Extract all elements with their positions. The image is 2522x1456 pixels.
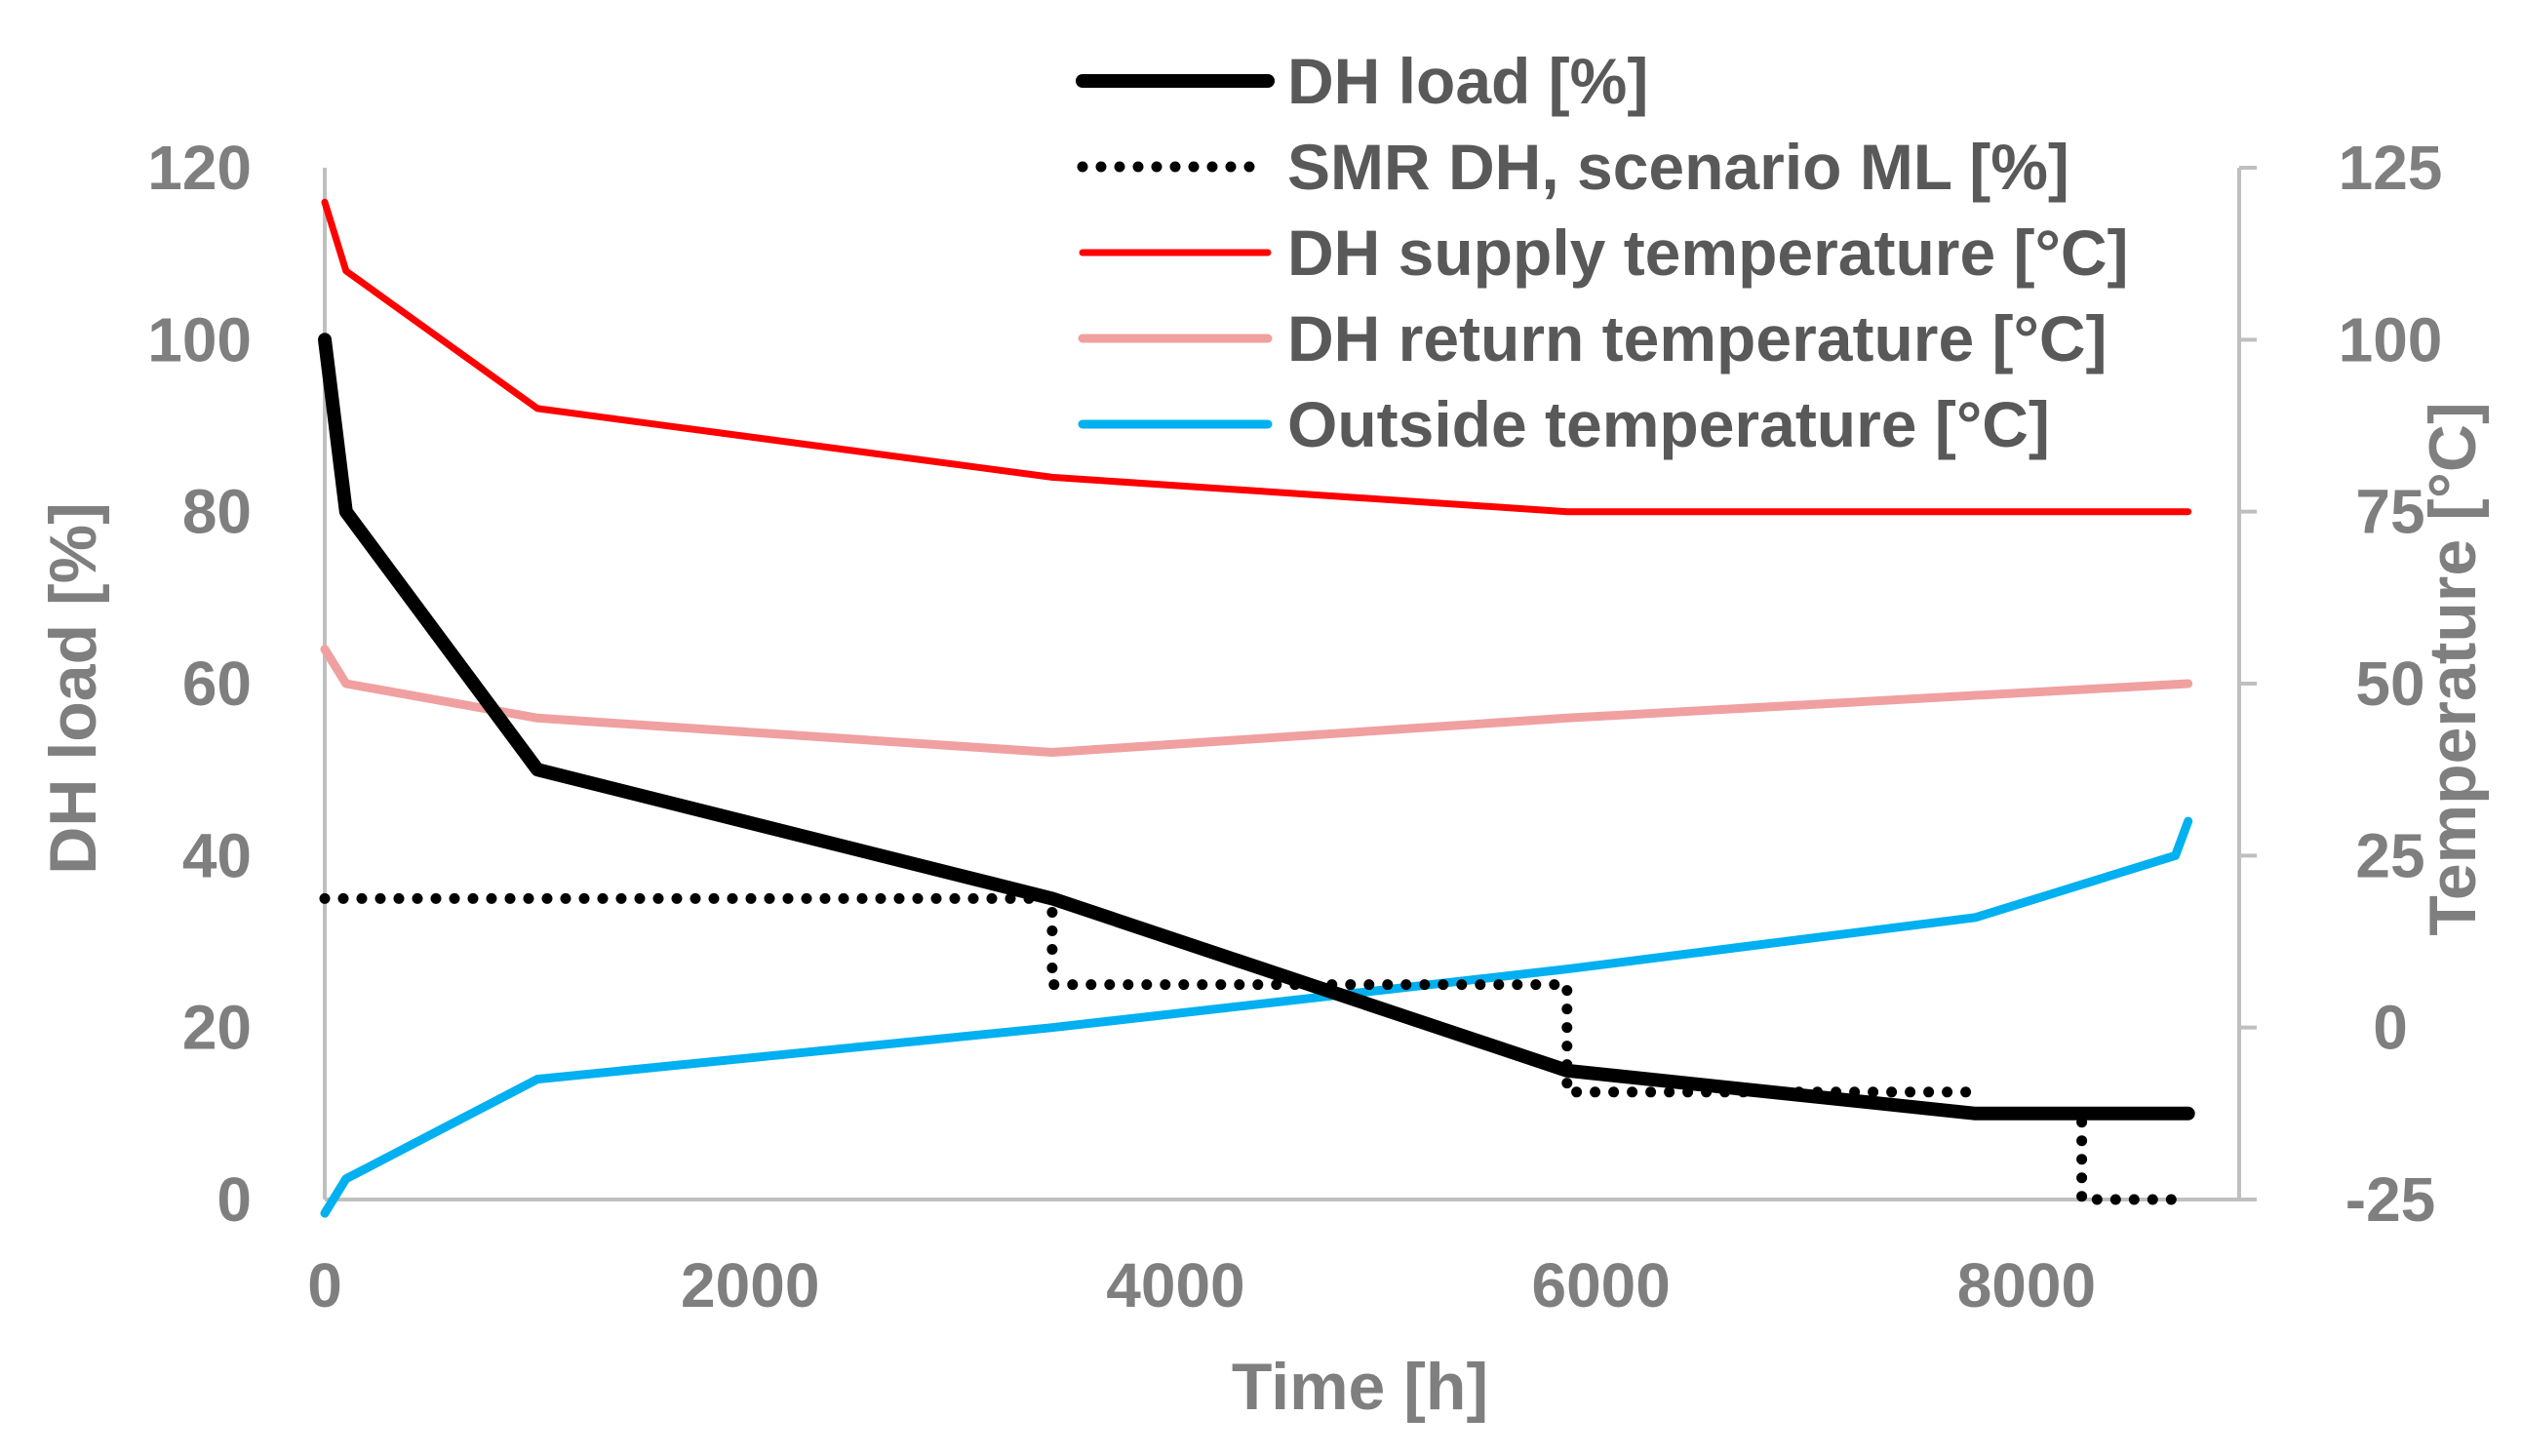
legend: DH load [%] SMR DH, scenario ML [%] DH sup… [1076, 45, 2129, 460]
y-tick-label: 0 [217, 1164, 252, 1235]
legend-label-4: Outside temperature [°C] [1287, 388, 2050, 460]
y2-tick-label: 75 [2355, 477, 2424, 547]
x-tick-label: 4000 [1106, 1250, 1244, 1320]
legend-label-3: DH return temperature [°C] [1287, 302, 2108, 374]
y-tick-label: 80 [182, 477, 252, 547]
y2-tick-label: -25 [2345, 1164, 2436, 1235]
y2-tick-label: 100 [2339, 304, 2443, 374]
y2-axis-title: Temperature [°C] [2416, 402, 2490, 935]
y-axis-title: DH load [%] [36, 502, 110, 875]
series-line-4 [320, 816, 2193, 1218]
y-tick-label: 40 [182, 820, 252, 890]
series-line-3 [320, 645, 2193, 757]
legend-label-2: DH supply temperature [°C] [1287, 216, 2129, 289]
y2-tick-label: 25 [2355, 820, 2424, 890]
ticks: 0 20 40 60 80 100 120 -25 0 25 50 75 100 125 0 2000 4000… [147, 133, 2442, 1320]
y2-tick-label: 50 [2355, 649, 2424, 719]
x-tick-label: 8000 [1957, 1250, 2096, 1320]
series-line-1 [319, 892, 1981, 1098]
x-tick-label: 2000 [681, 1250, 819, 1320]
y-tick-label: 60 [182, 649, 252, 719]
x-tick-label: 6000 [1531, 1250, 1670, 1320]
series [318, 198, 2195, 1218]
y2-tick-label: 0 [2373, 993, 2408, 1063]
x-tick-label: 0 [307, 1250, 342, 1320]
y-tick-label: 100 [147, 304, 252, 374]
legend-label-0: DH load [%] [1287, 45, 1648, 117]
y2-tick-label: 125 [2339, 133, 2443, 203]
x-axis-title: Time [h] [1232, 1350, 1488, 1424]
y-tick-label: 120 [147, 133, 252, 203]
series-line-2 [321, 198, 2192, 516]
legend-label-1: SMR DH, scenario ML [%] [1287, 131, 2069, 203]
y-tick-label: 20 [182, 993, 252, 1063]
series-line-1-segment-0 [2076, 1117, 2194, 1205]
